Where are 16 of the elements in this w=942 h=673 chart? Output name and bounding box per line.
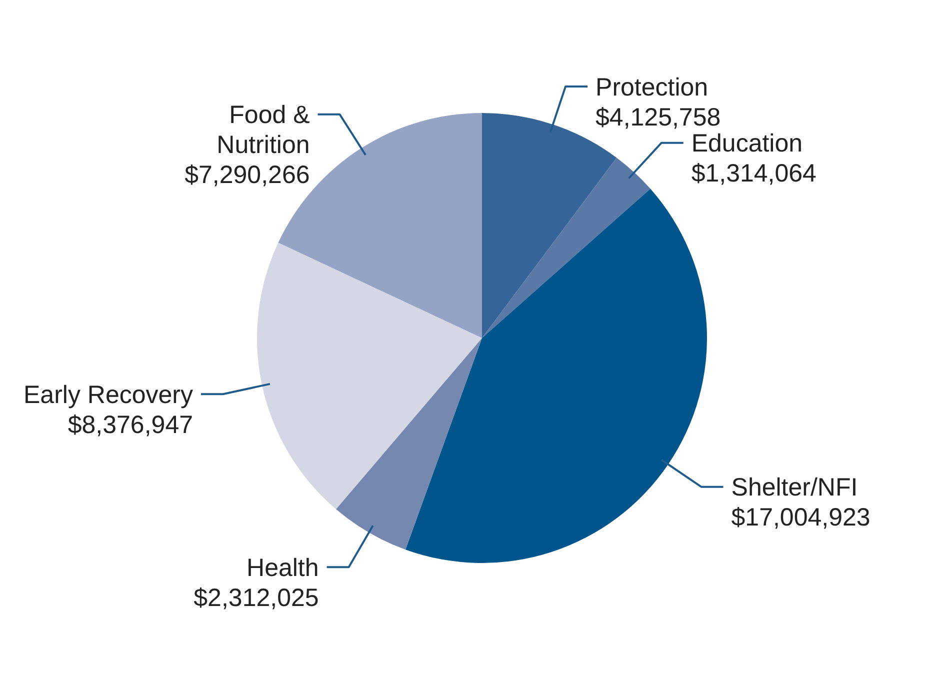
data-label: $4,125,758	[596, 103, 721, 132]
slice-label: Food & Nutrition	[216, 101, 310, 160]
data-label: $7,290,266	[184, 161, 310, 190]
slice-label: Health	[246, 554, 319, 582]
slice-label: Education	[691, 130, 803, 158]
slice-label: Protection	[596, 73, 708, 102]
pie-slice	[257, 242, 482, 510]
data-label: $1,314,064	[691, 160, 817, 188]
data-label: $8,376,947	[68, 410, 194, 439]
data-label: $2,312,025	[194, 584, 319, 612]
pie-slice	[405, 188, 707, 563]
slice-label: Shelter/NFI	[731, 474, 858, 502]
slice-label: Early Recovery	[24, 380, 194, 409]
pie-slice	[336, 338, 482, 550]
pie-slice	[482, 158, 650, 338]
data-label: $17,004,923	[731, 504, 870, 532]
